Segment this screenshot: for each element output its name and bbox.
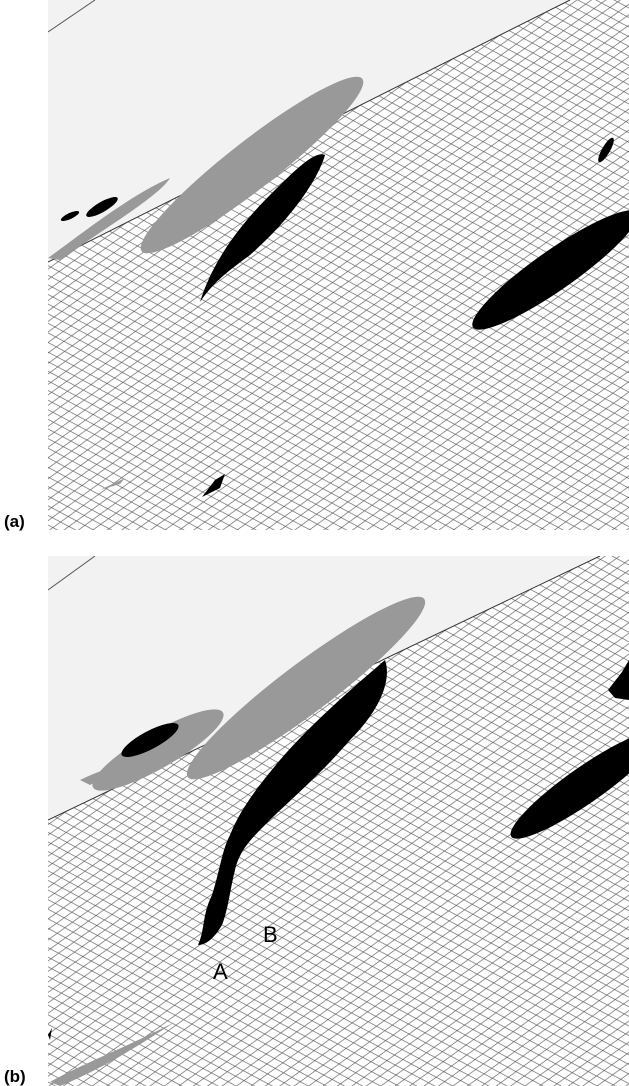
annotation: A [213, 959, 228, 984]
figure: (a) A B (b) [0, 0, 629, 1086]
page: (a) A B (b) (() => { const data = JSON.p… [0, 0, 629, 1086]
panel-b-image [48, 556, 629, 1086]
annotation: B [263, 922, 278, 947]
panel-a-image [48, 0, 629, 530]
panel-label: (b) [4, 1067, 26, 1086]
panel-label: (a) [4, 512, 25, 531]
